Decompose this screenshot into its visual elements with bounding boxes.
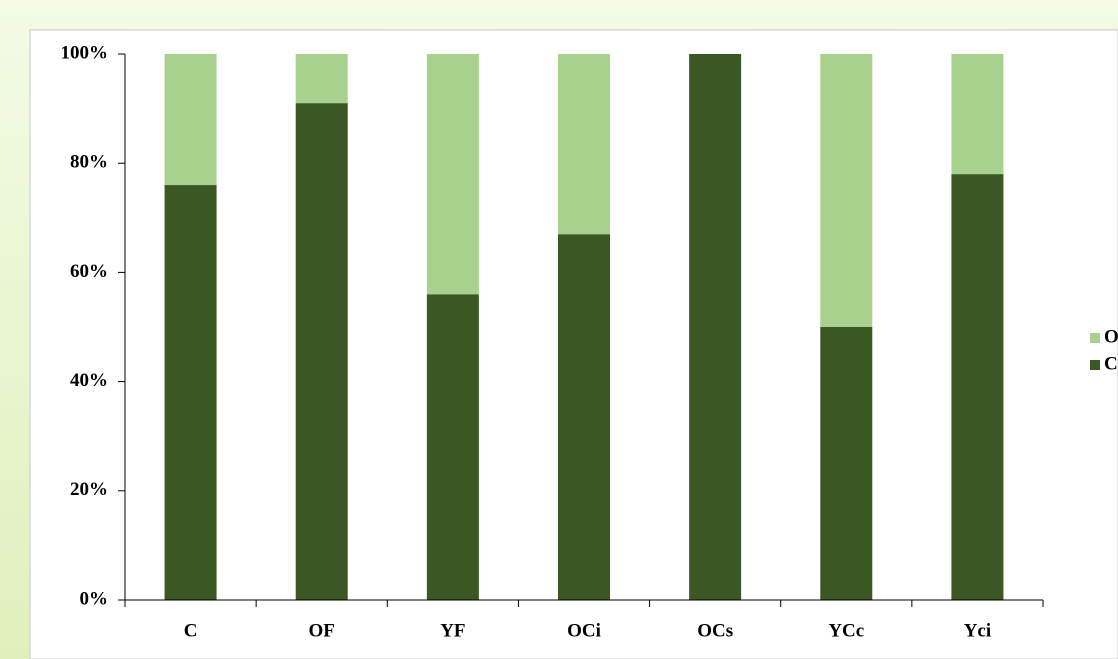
y-tick-label: 60% [70,261,108,282]
bar-segment [820,327,873,600]
x-tick-label: YCc [828,620,864,641]
bar-segment [689,54,742,600]
y-tick-label: 100% [61,42,109,63]
legend-label: C [1104,353,1118,374]
x-tick-label: OF [309,620,335,641]
bar-segment [558,54,610,235]
bar-segment [164,54,217,186]
bar-segment [820,54,873,327]
y-tick-label: 80% [70,152,108,173]
bar-segment [426,54,479,295]
y-tick-label: 40% [70,370,108,391]
bar-segment [426,294,479,600]
bar-segment [951,54,1004,175]
bar-segment [295,103,348,600]
legend-swatch [1090,333,1100,343]
x-tick-label: Yci [964,620,991,641]
legend-label: O [1104,326,1118,347]
bar-segment [164,185,217,601]
x-tick-label: OCs [697,620,733,641]
x-tick-label: OCi [567,620,601,641]
y-tick-label: 20% [70,479,108,500]
bar-segment [295,54,348,104]
x-tick-label: C [184,620,198,641]
x-tick-label: YF [440,620,465,641]
y-tick-label: 0% [80,588,109,609]
bar-segment [558,234,610,600]
legend-swatch [1090,360,1100,370]
bar-segment [951,174,1004,600]
